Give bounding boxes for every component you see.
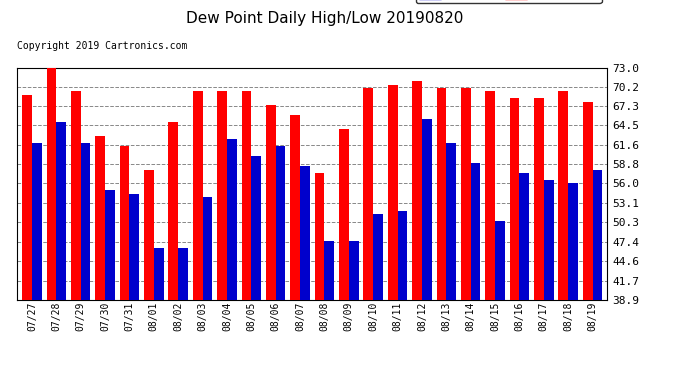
Bar xyxy=(412,81,422,300)
Bar xyxy=(57,122,66,300)
Bar xyxy=(558,92,568,300)
Bar xyxy=(397,211,407,300)
Bar xyxy=(568,183,578,300)
Bar xyxy=(544,180,553,300)
Bar xyxy=(217,92,227,300)
Bar xyxy=(119,146,130,300)
Bar xyxy=(32,142,41,300)
Bar xyxy=(203,197,213,300)
Bar xyxy=(485,92,495,300)
Bar xyxy=(168,122,178,300)
Bar xyxy=(193,92,203,300)
Bar xyxy=(583,102,593,300)
Bar xyxy=(154,248,164,300)
Bar xyxy=(348,242,359,300)
Text: Copyright 2019 Cartronics.com: Copyright 2019 Cartronics.com xyxy=(17,41,188,51)
Bar xyxy=(290,115,300,300)
Bar xyxy=(324,242,334,300)
Bar xyxy=(81,142,90,300)
Bar xyxy=(534,98,544,300)
Bar xyxy=(461,88,471,300)
Bar xyxy=(373,214,383,300)
Bar xyxy=(144,170,154,300)
Bar xyxy=(95,136,105,300)
Bar xyxy=(276,146,286,300)
Bar xyxy=(251,156,261,300)
Bar xyxy=(105,190,115,300)
Bar xyxy=(22,95,32,300)
Bar xyxy=(422,118,432,300)
Bar xyxy=(46,68,57,300)
Bar xyxy=(446,142,456,300)
Legend: Low  (°F), High  (°F): Low (°F), High (°F) xyxy=(415,0,602,3)
Bar xyxy=(495,221,505,300)
Bar xyxy=(593,170,602,300)
Bar xyxy=(266,105,276,300)
Bar xyxy=(315,173,324,300)
Bar xyxy=(339,129,348,300)
Bar xyxy=(300,166,310,300)
Bar xyxy=(471,163,480,300)
Bar xyxy=(437,88,446,300)
Bar xyxy=(520,173,529,300)
Bar xyxy=(510,98,520,300)
Bar xyxy=(71,92,81,300)
Text: Dew Point Daily High/Low 20190820: Dew Point Daily High/Low 20190820 xyxy=(186,11,463,26)
Bar xyxy=(364,88,373,300)
Bar xyxy=(227,139,237,300)
Bar xyxy=(388,84,397,300)
Bar xyxy=(178,248,188,300)
Bar xyxy=(241,92,251,300)
Bar xyxy=(130,194,139,300)
